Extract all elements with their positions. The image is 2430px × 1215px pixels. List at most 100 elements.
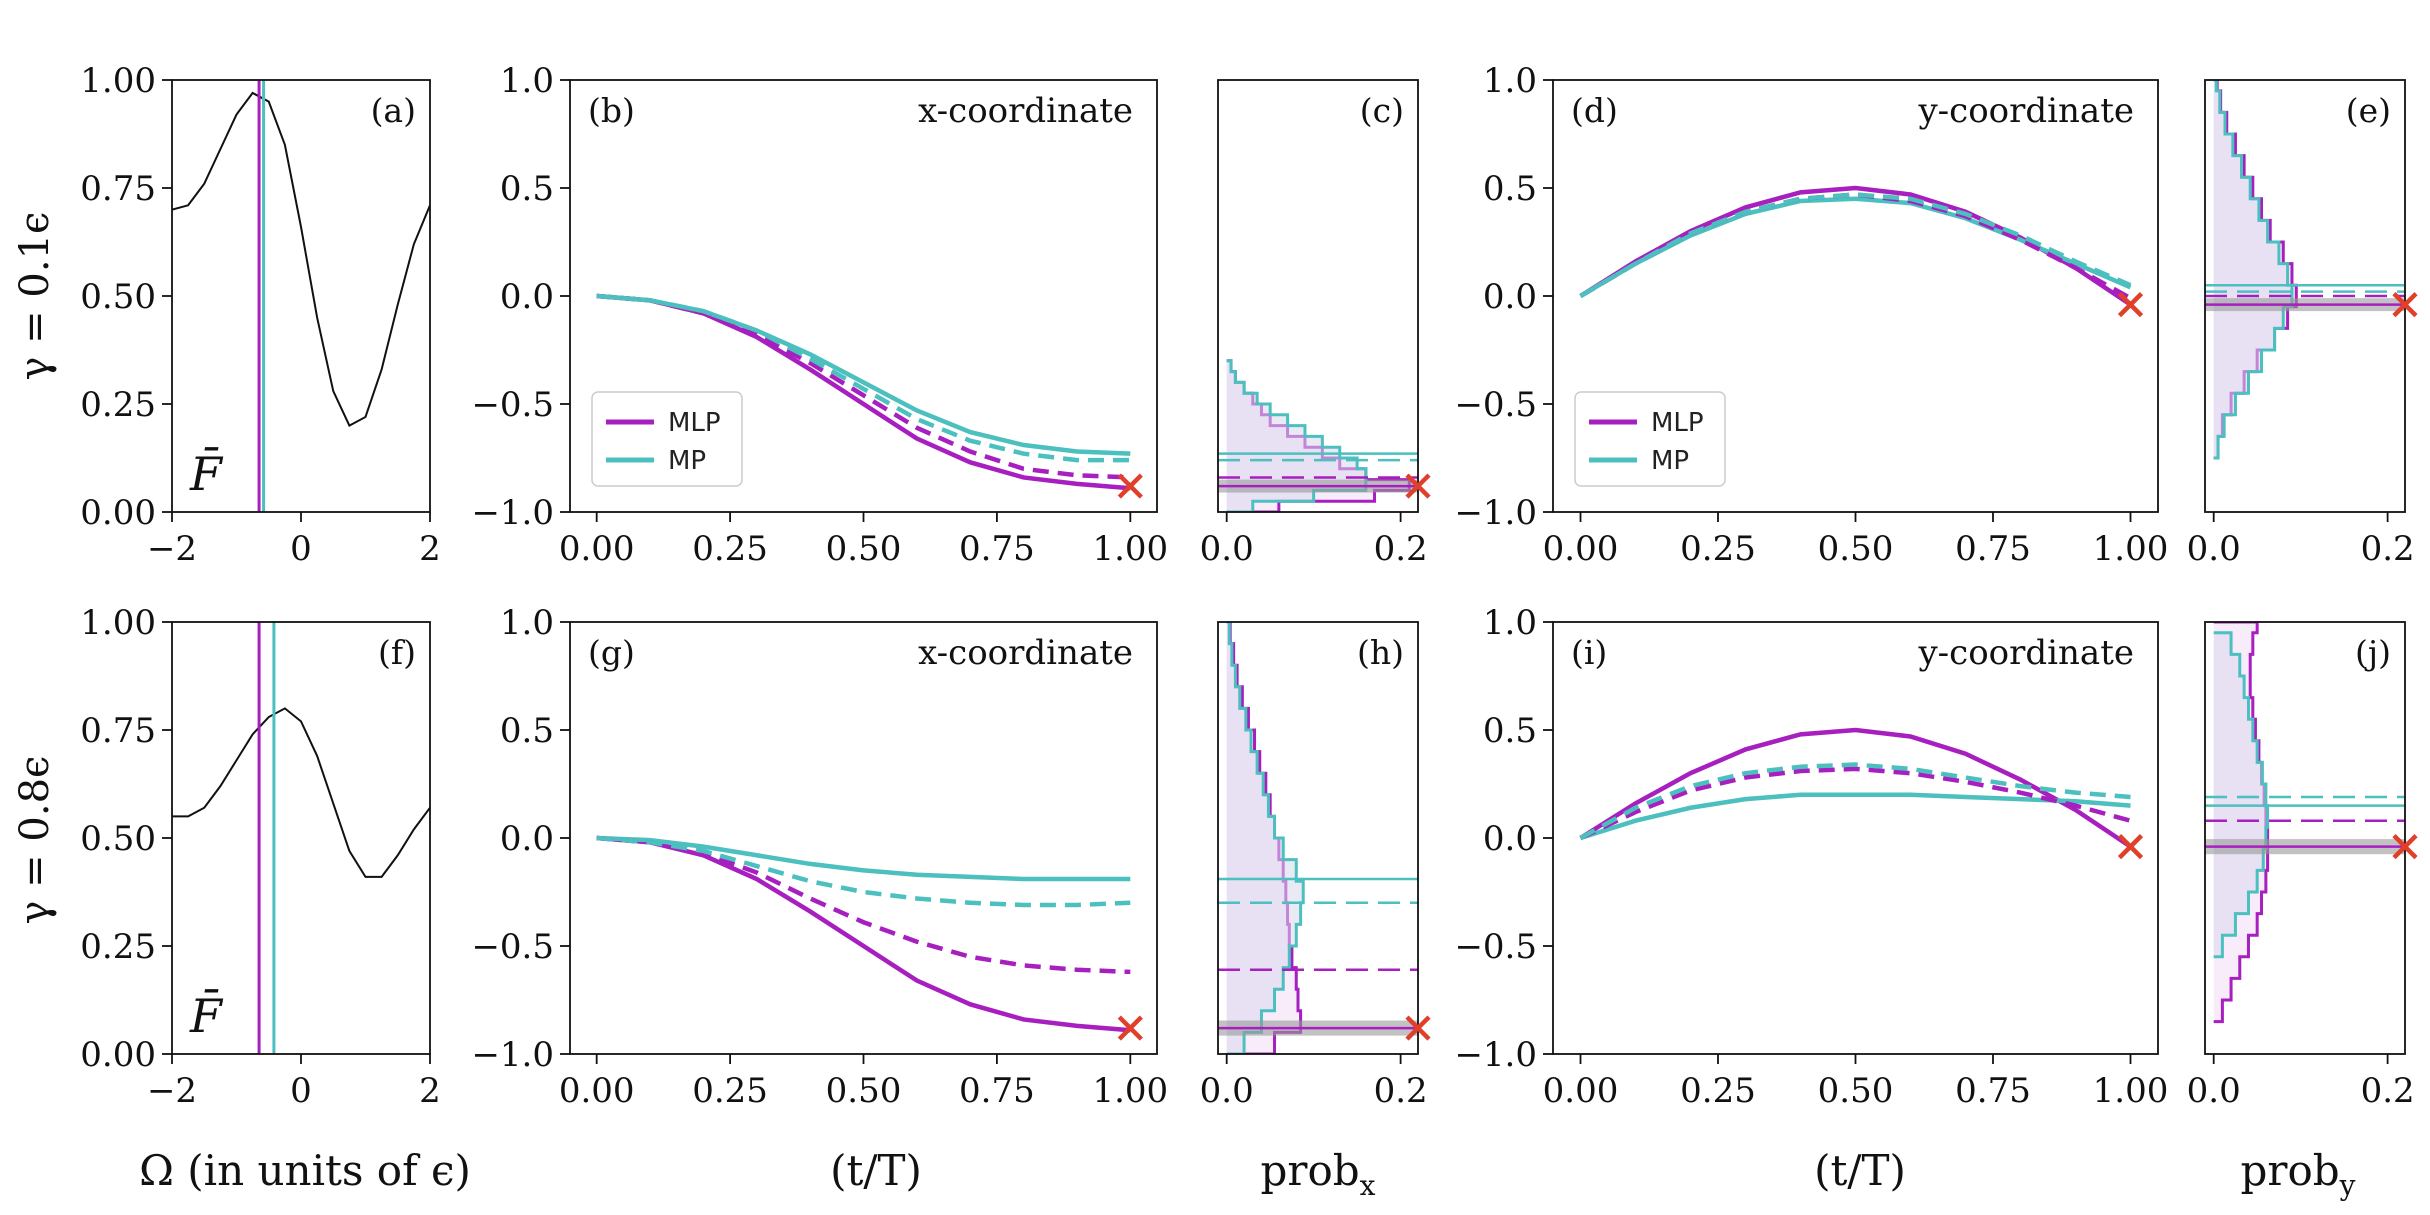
- panel-d: MLP MP 0.00 0.25 0.50 0.75 1.00 −1.0 −0.5 0.0 0.5 1…: [1454, 61, 2168, 569]
- xtick-label-i-4: 1.00: [2093, 1071, 2169, 1111]
- ytick-label-b-0: −1.0: [471, 493, 554, 533]
- panel-label-a: (a): [371, 91, 416, 130]
- series-mp-dashed-i: [1579, 762, 2131, 840]
- xtick-label-b-4: 1.00: [1092, 529, 1168, 569]
- xtick-label-b-0: 0.00: [559, 529, 635, 569]
- xlabel-proby: proby: [2241, 1146, 2356, 1202]
- frame-h: [1217, 621, 1419, 1055]
- xtick-label-d-3: 0.75: [1955, 529, 2031, 569]
- target-marker-g: [1117, 1015, 1143, 1041]
- panel-f-plot: [172, 622, 430, 1054]
- ytick-label-g-1: −0.5: [471, 927, 554, 967]
- frame-j: [2204, 621, 2406, 1055]
- ytick-label-i-2: 0.0: [1483, 819, 1537, 859]
- panel-a: F̄ −2 0 2 0.00 0.25 0.50 0.75 1.00 (a): [80, 61, 441, 569]
- ytick-label-b-2: 0.0: [500, 277, 554, 317]
- xtick-label-g-4: 1.00: [1092, 1071, 1168, 1111]
- panel-label-c: (c): [1360, 91, 1404, 130]
- xtick-label-g-0: 0.00: [559, 1071, 635, 1111]
- legend-label-mlp-b: MLP: [668, 408, 721, 438]
- panel-label-b: (b): [588, 91, 635, 130]
- ytick-label-a-0: 0.00: [80, 493, 156, 533]
- ytick-label-i-0: −1.0: [1454, 1035, 1537, 1075]
- series-mp-dashed-g: [596, 835, 1131, 908]
- ytick-label-a-3: 0.75: [80, 169, 156, 209]
- ytick-label-d-0: −1.0: [1454, 493, 1537, 533]
- panel-title-i: y-coordinate: [1917, 633, 2134, 673]
- series-mlp-solid-d: [1579, 185, 2132, 307]
- legend-label-mlp-d: MLP: [1651, 408, 1704, 438]
- frame-i: [1552, 621, 2159, 1055]
- ytick-label-i-4: 1.0: [1483, 603, 1537, 643]
- xlabel-probx: probx: [1261, 1146, 1376, 1202]
- xtick-label-e-1: 0.2: [2361, 529, 2415, 569]
- xtick-label-i-2: 0.50: [1818, 1071, 1894, 1111]
- ytick-label-a-1: 0.25: [80, 385, 156, 425]
- xtick-label-c-0: 0.0: [1200, 529, 1254, 569]
- hist-mp-j: [2213, 631, 2270, 959]
- panel-b-plot: [596, 293, 1131, 491]
- xtick-label-h-1: 0.2: [1374, 1071, 1428, 1111]
- ytick-label-d-2: 0.0: [1483, 277, 1537, 317]
- ytick-label-f-2: 0.50: [80, 819, 156, 859]
- xlabel-time-right: (t/T): [1814, 1146, 1906, 1195]
- panel-h: 0.0 0.2 (h): [1200, 621, 1431, 1111]
- legend-label-mp-d: MP: [1651, 446, 1689, 476]
- ytick-label-a-2: 0.50: [80, 277, 156, 317]
- xtick-label-g-2: 0.50: [826, 1071, 902, 1111]
- xlabel-omega: Ω (in units of ϵ): [139, 1146, 471, 1195]
- series-mlp-solid-i: [1579, 727, 2132, 849]
- annotation-f: F̄: [189, 988, 224, 1043]
- xtick-label-h-0: 0.0: [1200, 1071, 1254, 1111]
- panel-g: 0.00 0.25 0.50 0.75 1.00 −1.0 −0.5 0.0 0.5 1.0 (g)…: [471, 603, 1168, 1111]
- xtick-label-a-1: 0: [290, 529, 312, 569]
- xtick-label-d-2: 0.50: [1818, 529, 1894, 569]
- panel-c: 0.0 0.2 (c): [1200, 79, 1431, 569]
- target-marker-d: [2117, 292, 2144, 318]
- ytick-label-b-4: 1.0: [500, 61, 554, 101]
- series-mlp-dashed-i: [1579, 766, 2132, 841]
- ytick-label-i-1: −0.5: [1454, 927, 1537, 967]
- hist-mp-c-fill: [1226, 360, 1366, 512]
- xtick-label-g-1: 0.25: [692, 1071, 768, 1111]
- fidelity-curve-a: [172, 91, 430, 427]
- series-mp-dashed-d: [1579, 192, 2132, 298]
- xtick-label-a-0: −2: [147, 529, 197, 569]
- ytick-label-d-4: 1.0: [1483, 61, 1537, 101]
- ytick-label-b-3: 0.5: [500, 169, 554, 209]
- series-mlp-solid-g: [596, 835, 1131, 1033]
- xtick-label-i-1: 0.25: [1680, 1071, 1756, 1111]
- hist-mp-j-fill: [2213, 632, 2268, 957]
- series-mp-solid-d: [1579, 196, 2132, 298]
- ytick-label-a-4: 1.00: [80, 61, 156, 101]
- target-marker-e: [2392, 292, 2418, 318]
- xlabel-time-left: (t/T): [830, 1146, 922, 1195]
- panel-title-g: x-coordinate: [918, 633, 1133, 673]
- row-label-top: γ = 0.1ϵ: [12, 212, 58, 381]
- panel-f: F̄ −2 0 2 0.00 0.25 0.50 0.75 1.00 (f): [80, 603, 441, 1111]
- frame-c: [1217, 79, 1419, 513]
- xtick-label-d-0: 0.00: [1543, 529, 1619, 569]
- hist-mp-e-fill: [2213, 80, 2292, 458]
- panel-label-j: (j): [2355, 633, 2391, 672]
- xtick-label-f-0: −2: [147, 1071, 197, 1111]
- panel-i-plot: [1579, 727, 2132, 849]
- panel-j-plot: [2205, 622, 2405, 1024]
- xtick-label-f-1: 0: [290, 1071, 312, 1111]
- panel-title-d: y-coordinate: [1917, 91, 2134, 131]
- ytick-label-f-4: 1.00: [80, 603, 156, 643]
- ytick-label-d-3: 0.5: [1483, 169, 1537, 209]
- frame-e: [2204, 79, 2406, 513]
- xtick-label-d-4: 1.00: [2093, 529, 2169, 569]
- panel-h-plot: [1218, 622, 1418, 1054]
- ytick-label-g-4: 1.0: [500, 603, 554, 643]
- xtick-label-c-1: 0.2: [1374, 529, 1428, 569]
- panel-a-plot: [172, 80, 430, 512]
- annotation-a: F̄: [189, 446, 224, 501]
- xtick-label-a-2: 2: [419, 529, 441, 569]
- panel-label-i: (i): [1571, 633, 1607, 672]
- xtick-label-j-0: 0.0: [2187, 1071, 2241, 1111]
- ytick-label-d-1: −0.5: [1454, 385, 1537, 425]
- xtick-label-b-3: 0.75: [959, 529, 1035, 569]
